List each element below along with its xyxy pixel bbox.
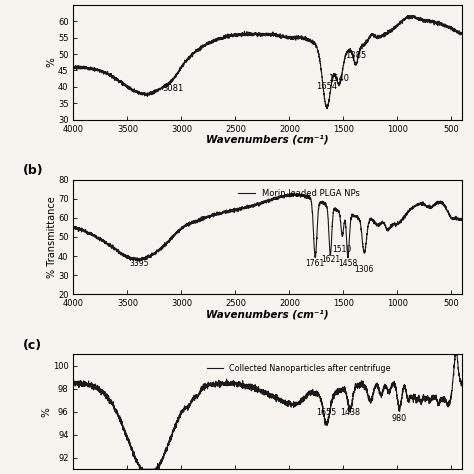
Morin loaded PLGA NPs	[291, 190, 296, 196]
Text: (c): (c)	[23, 338, 42, 352]
Text: 1385: 1385	[345, 51, 366, 60]
Text: (b): (b)	[23, 164, 44, 177]
Morin loaded PLGA NPs	[71, 224, 76, 229]
Morin loaded PLGA NPs	[459, 217, 465, 222]
Y-axis label: % Transmittance: % Transmittance	[46, 196, 56, 278]
Morin loaded PLGA NPs	[95, 235, 101, 241]
Morin loaded PLGA NPs	[117, 249, 122, 255]
Collected Nanoparticles after centrifuge	[137, 466, 143, 472]
Morin loaded PLGA NPs	[339, 232, 345, 237]
Legend: Morin loaded PLGA NPs: Morin loaded PLGA NPs	[235, 186, 363, 201]
Text: 1510: 1510	[333, 245, 352, 254]
Text: 1438: 1438	[340, 408, 360, 417]
Collected Nanoparticles after centrifuge	[71, 380, 76, 386]
Text: 3081: 3081	[162, 83, 183, 92]
Text: 1761: 1761	[306, 259, 325, 268]
Line: Collected Nanoparticles after centrifuge: Collected Nanoparticles after centrifuge	[73, 354, 462, 469]
X-axis label: Wavenumbers (cm⁻¹): Wavenumbers (cm⁻¹)	[207, 135, 329, 145]
Collected Nanoparticles after centrifuge	[191, 392, 197, 398]
Text: 1654: 1654	[316, 82, 337, 91]
Collected Nanoparticles after centrifuge	[459, 383, 465, 388]
Y-axis label: %: %	[46, 57, 56, 67]
Morin loaded PLGA NPs	[371, 217, 377, 223]
Collected Nanoparticles after centrifuge	[118, 415, 123, 420]
Collected Nanoparticles after centrifuge	[95, 383, 101, 389]
Collected Nanoparticles after centrifuge	[453, 351, 458, 357]
Text: 980: 980	[392, 414, 407, 423]
Text: 1540: 1540	[328, 74, 349, 83]
Y-axis label: %: %	[41, 407, 52, 417]
Collected Nanoparticles after centrifuge	[117, 413, 122, 419]
Morin loaded PLGA NPs	[137, 258, 143, 264]
Collected Nanoparticles after centrifuge	[371, 390, 376, 396]
Text: 1458: 1458	[338, 259, 357, 268]
Collected Nanoparticles after centrifuge	[339, 387, 345, 392]
Text: 1306: 1306	[355, 265, 374, 274]
Morin loaded PLGA NPs	[191, 219, 197, 225]
Text: 1621: 1621	[321, 255, 340, 264]
X-axis label: Wavenumbers (cm⁻¹): Wavenumbers (cm⁻¹)	[207, 310, 329, 320]
Text: 1655: 1655	[317, 408, 337, 417]
Text: 3395: 3395	[129, 259, 148, 268]
Legend: Collected Nanoparticles after centrifuge: Collected Nanoparticles after centrifuge	[204, 361, 394, 376]
Line: Morin loaded PLGA NPs: Morin loaded PLGA NPs	[73, 193, 462, 261]
Morin loaded PLGA NPs	[118, 250, 123, 256]
